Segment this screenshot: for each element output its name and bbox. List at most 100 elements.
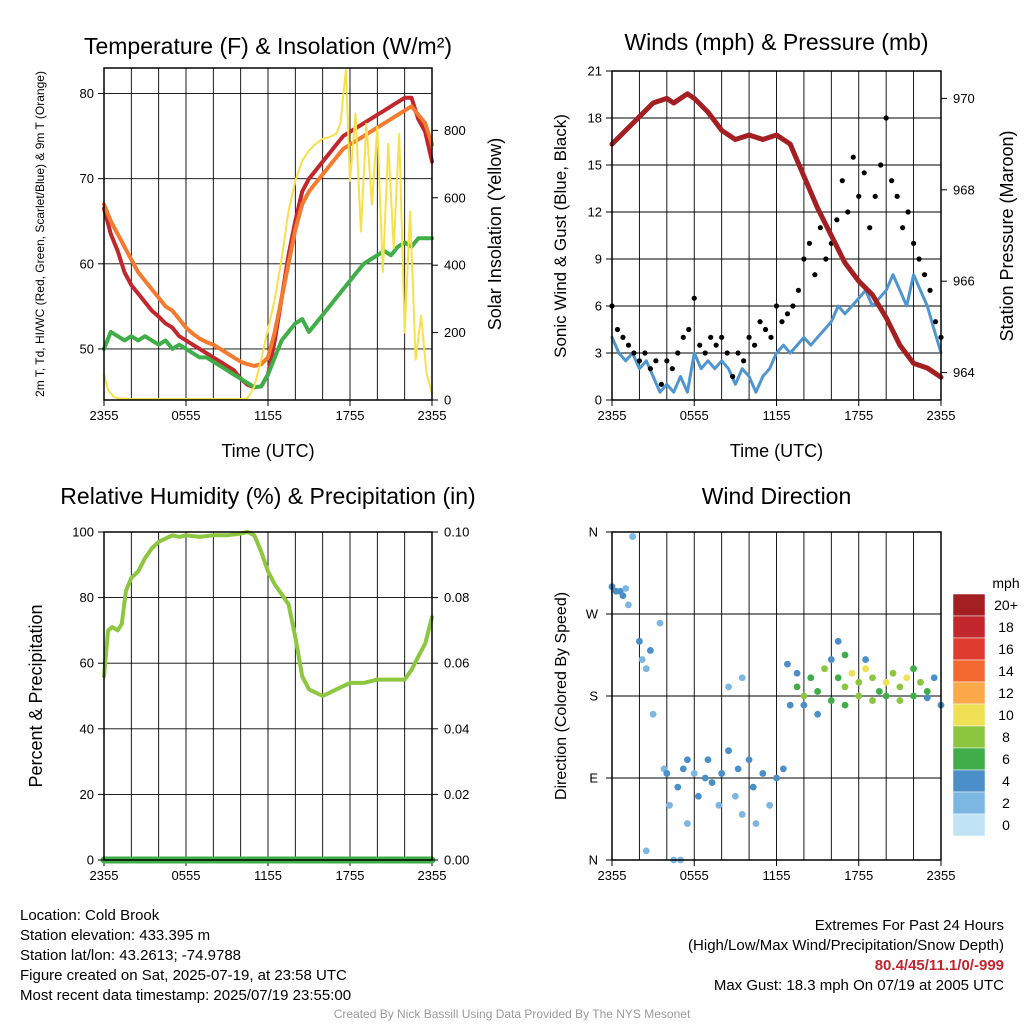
direction-point	[646, 647, 654, 654]
x-tick-label: 1155	[254, 408, 282, 423]
colorbar-swatch	[952, 593, 986, 617]
meteogram-figure: 2355 0555 1155 1755 235550607080020040060080…	[26, 29, 1020, 883]
gust-point	[697, 342, 703, 348]
winds-pressure-panel: 2355 0555 1155 1755 235503691215182196496696…	[551, 29, 1017, 461]
gust-point	[713, 342, 719, 348]
x-tick-label: 1755	[336, 408, 365, 423]
gust-point	[751, 342, 758, 348]
gust-point	[620, 334, 626, 340]
direction-point	[800, 701, 808, 709]
direction-point	[807, 674, 815, 682]
y-tick-label: 20	[80, 787, 94, 802]
direction-point	[869, 674, 876, 682]
x-tick-label: 2355	[418, 868, 447, 883]
direction-point	[882, 678, 890, 686]
colorbar-swatch	[952, 659, 986, 683]
colorbar-swatch	[952, 703, 986, 727]
plot-border	[103, 67, 433, 401]
y-axis-label: Percent & Precipitation	[26, 604, 46, 787]
colorbar-label: 16	[998, 641, 1014, 657]
x-tick-label: 0555	[680, 408, 709, 423]
gust-point	[900, 225, 906, 231]
gust-point	[790, 303, 796, 309]
direction-point	[725, 683, 732, 691]
direction-point	[642, 847, 650, 855]
direction-point	[649, 710, 657, 718]
gust-point	[757, 319, 763, 325]
colorbar-swatch	[952, 681, 986, 705]
direction-point	[923, 688, 931, 695]
direction-point	[738, 811, 746, 818]
gust-point	[916, 256, 922, 262]
colorbar-swatch	[952, 747, 986, 771]
x-tick-label: 2355	[90, 408, 119, 423]
direction-point	[862, 665, 870, 673]
plot-border	[103, 531, 433, 861]
gust-point	[894, 193, 900, 199]
x-tick-label: 1755	[844, 868, 873, 883]
colorbar-swatch	[952, 791, 986, 815]
extremes-heading: Extremes For Past 24 Hours	[814, 917, 1004, 934]
extremes-values: 80.4/45/11.1/0/-999	[874, 957, 1004, 974]
direction-point	[841, 701, 849, 709]
y2-tick-label: 0.10	[444, 525, 469, 540]
direction-point	[629, 533, 636, 540]
y-tick-label: 60	[80, 656, 94, 671]
colorbar-swatch	[952, 813, 986, 837]
panel-title: Wind Direction	[702, 483, 852, 509]
y2-tick-label: 800	[444, 123, 466, 138]
direction-point	[766, 801, 774, 809]
y-tick-label: S	[589, 689, 598, 704]
direction-point	[855, 678, 863, 686]
y-tick-label: W	[586, 607, 599, 622]
colorbar-swatch	[952, 615, 986, 639]
latest-timestamp: Most recent data timestamp: 2025/07/19 2…	[20, 987, 352, 1004]
gust-point	[795, 287, 802, 293]
direction-point	[779, 765, 787, 773]
gust-point	[653, 358, 659, 364]
gust-point	[817, 225, 823, 231]
y-tick-label: 21	[588, 64, 602, 79]
x-tick-label: 0555	[172, 868, 201, 883]
direction-point	[889, 669, 897, 677]
y-tick-label: 0	[595, 393, 602, 408]
series-line-3	[103, 68, 433, 400]
direction-point	[619, 592, 627, 600]
direction-point	[793, 683, 801, 691]
y-tick-label: 3	[595, 346, 602, 361]
direction-point	[827, 656, 835, 663]
direction-point	[666, 801, 673, 809]
max-gust: Max Gust: 18.3 mph On 07/19 at 2005 UTC	[713, 977, 1004, 994]
direction-point	[694, 792, 702, 800]
series-line-rh	[102, 530, 434, 698]
x-tick-label: 1155	[254, 868, 282, 883]
y-tick-label: 18	[588, 111, 602, 126]
y-axis-label: 2m T, Td, HI/WC (Red, Green, Scarlet/Blu…	[33, 71, 47, 397]
direction-point	[718, 770, 726, 777]
direction-point	[642, 665, 650, 673]
y-tick-label: 80	[80, 590, 94, 605]
y2-tick-label: 970	[953, 91, 975, 106]
y2-tick-label: 0.04	[444, 721, 469, 736]
plot-border	[611, 70, 942, 401]
gust-point	[675, 350, 681, 356]
direction-point	[704, 756, 712, 764]
direction-point	[731, 792, 739, 800]
y-tick-label: N	[589, 525, 598, 540]
temperature-insolation-panel: 2355 0555 1155 1755 235550607080020040060080…	[33, 33, 505, 461]
colorbar-label: 18	[998, 619, 1014, 635]
direction-point	[759, 770, 767, 777]
y2-axis-label: Solar Insolation (Yellow)	[485, 138, 505, 330]
x-axis-label: Time (UTC)	[221, 441, 314, 461]
direction-point	[800, 692, 808, 700]
direction-point	[841, 683, 849, 691]
direction-point	[814, 710, 822, 718]
colorbar-label: 6	[1002, 751, 1010, 767]
colorbar-label: 14	[998, 663, 1014, 679]
gust-point	[845, 209, 851, 215]
direction-point	[834, 674, 842, 682]
direction-point	[725, 747, 732, 755]
gust-point	[708, 334, 714, 340]
direction-point	[882, 692, 890, 700]
gust-point	[724, 350, 730, 356]
